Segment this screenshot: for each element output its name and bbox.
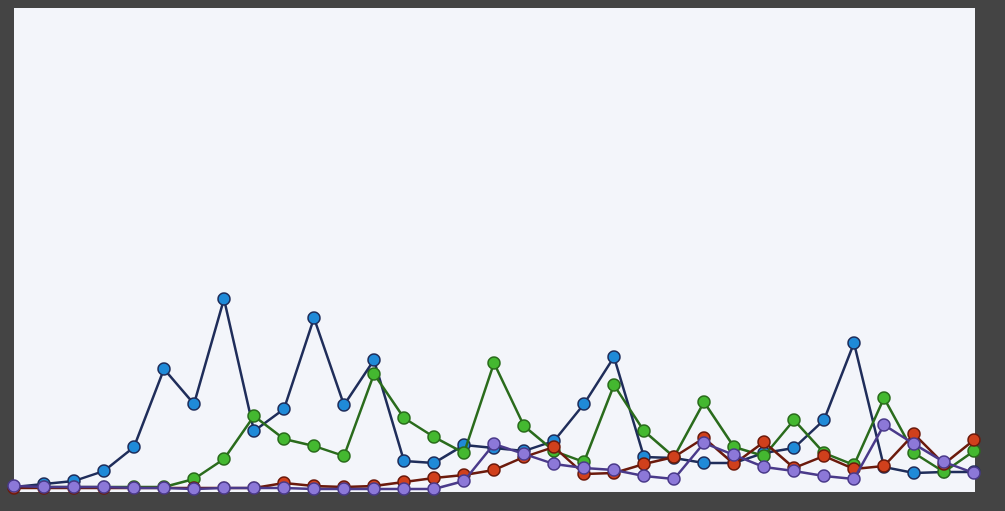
point xyxy=(907,466,921,480)
point xyxy=(397,482,411,496)
point xyxy=(157,481,171,495)
point xyxy=(847,336,861,350)
point xyxy=(757,460,771,474)
point xyxy=(457,474,471,488)
point xyxy=(7,479,21,493)
point xyxy=(517,419,531,433)
point xyxy=(307,482,321,496)
point xyxy=(967,466,981,480)
point xyxy=(817,449,831,463)
point xyxy=(217,452,231,466)
point xyxy=(307,439,321,453)
point xyxy=(667,472,681,486)
point xyxy=(547,457,561,471)
point xyxy=(427,471,441,485)
point xyxy=(127,481,141,495)
point xyxy=(217,292,231,306)
point xyxy=(967,444,981,458)
point xyxy=(427,456,441,470)
point xyxy=(37,480,51,494)
point xyxy=(817,469,831,483)
point xyxy=(667,450,681,464)
plot-area xyxy=(14,8,975,492)
point xyxy=(427,430,441,444)
point xyxy=(877,418,891,432)
point xyxy=(607,378,621,392)
point xyxy=(577,397,591,411)
point xyxy=(577,461,591,475)
point xyxy=(97,464,111,478)
point xyxy=(247,481,261,495)
point xyxy=(637,457,651,471)
point xyxy=(517,447,531,461)
point xyxy=(547,440,561,454)
point xyxy=(307,311,321,325)
point xyxy=(847,472,861,486)
point xyxy=(907,437,921,451)
point xyxy=(967,433,981,447)
point xyxy=(97,480,111,494)
point xyxy=(487,356,501,370)
point xyxy=(337,398,351,412)
point xyxy=(187,397,201,411)
point xyxy=(277,432,291,446)
point xyxy=(697,395,711,409)
point xyxy=(877,391,891,405)
point xyxy=(157,362,171,376)
point xyxy=(787,413,801,427)
point xyxy=(757,449,771,463)
point xyxy=(757,435,771,449)
point xyxy=(727,448,741,462)
point xyxy=(127,440,141,454)
point xyxy=(217,481,231,495)
point xyxy=(277,481,291,495)
point xyxy=(697,436,711,450)
point xyxy=(67,480,81,494)
point xyxy=(637,469,651,483)
point xyxy=(367,367,381,381)
point xyxy=(367,353,381,367)
point xyxy=(937,455,951,469)
point xyxy=(277,402,291,416)
point xyxy=(787,441,801,455)
point xyxy=(877,459,891,473)
point xyxy=(337,482,351,496)
point xyxy=(487,437,501,451)
point xyxy=(187,482,201,496)
point xyxy=(607,350,621,364)
point xyxy=(697,456,711,470)
point xyxy=(337,449,351,463)
point xyxy=(817,413,831,427)
point xyxy=(787,464,801,478)
point xyxy=(247,409,261,423)
point xyxy=(397,454,411,468)
point xyxy=(607,463,621,477)
point xyxy=(637,424,651,438)
point xyxy=(397,411,411,425)
point xyxy=(457,446,471,460)
point xyxy=(427,482,441,496)
point xyxy=(247,424,261,438)
point xyxy=(367,482,381,496)
point xyxy=(487,463,501,477)
